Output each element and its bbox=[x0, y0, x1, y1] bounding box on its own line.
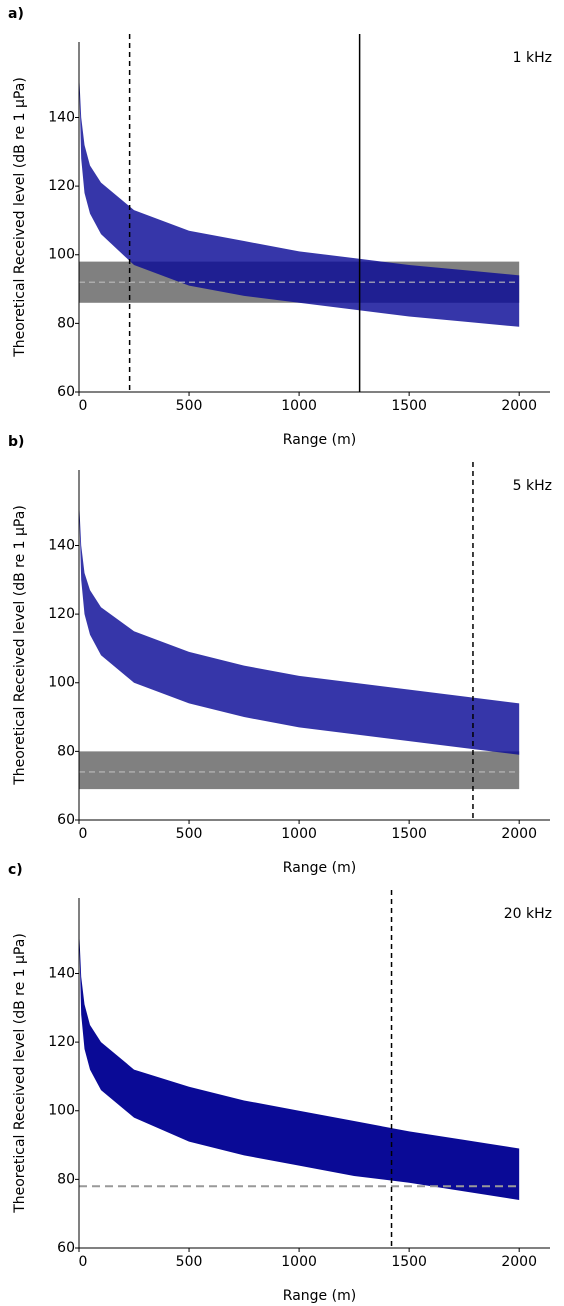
x-tick-label: 1000 bbox=[281, 826, 317, 842]
x-axis-label: Range (m) bbox=[283, 1288, 356, 1304]
x-tick-label: 1000 bbox=[281, 1254, 317, 1270]
y-axis-label: Theoretical Received level (dB re 1 μPa) bbox=[12, 77, 28, 358]
noise-band bbox=[79, 751, 520, 790]
y-tick-label: 140 bbox=[48, 965, 75, 981]
annotation: 5 kHz bbox=[513, 478, 552, 494]
panel-label: b) bbox=[8, 434, 24, 450]
x-tick-label: 0 bbox=[79, 398, 88, 414]
y-tick-label: 140 bbox=[48, 537, 75, 553]
panel-label: a) bbox=[8, 6, 24, 22]
received-level-band bbox=[79, 76, 520, 327]
received-level-band bbox=[79, 504, 520, 755]
y-tick-label: 60 bbox=[57, 384, 75, 400]
received-level-band bbox=[79, 932, 520, 1200]
y-tick-label: 80 bbox=[57, 315, 75, 331]
y-tick-label: 100 bbox=[48, 247, 75, 263]
x-tick-label: 0 bbox=[79, 1254, 88, 1270]
y-tick-label: 80 bbox=[57, 743, 75, 759]
x-tick-label: 1500 bbox=[391, 826, 427, 842]
x-tick-label: 1500 bbox=[391, 398, 427, 414]
y-tick-label: 120 bbox=[48, 1034, 75, 1050]
y-tick-label: 60 bbox=[57, 812, 75, 828]
x-tick-label: 500 bbox=[176, 826, 203, 842]
x-tick-label: 2000 bbox=[501, 1254, 537, 1270]
x-tick-label: 1000 bbox=[281, 398, 317, 414]
y-tick-label: 100 bbox=[48, 1103, 75, 1119]
x-tick-label: 1500 bbox=[391, 1254, 427, 1270]
x-axis-label: Range (m) bbox=[283, 860, 356, 876]
y-tick-label: 140 bbox=[48, 109, 75, 125]
annotation: 1 kHz bbox=[513, 50, 552, 66]
annotation: 20 kHz bbox=[504, 906, 552, 922]
panel-label: c) bbox=[8, 862, 23, 878]
y-tick-label: 100 bbox=[48, 675, 75, 691]
y-tick-label: 80 bbox=[57, 1171, 75, 1187]
y-tick-label: 120 bbox=[48, 178, 75, 194]
x-tick-label: 0 bbox=[79, 826, 88, 842]
x-tick-label: 500 bbox=[176, 1254, 203, 1270]
x-tick-label: 2000 bbox=[501, 826, 537, 842]
y-axis-label: Theoretical Received level (dB re 1 μPa) bbox=[12, 933, 28, 1214]
x-tick-label: 2000 bbox=[501, 398, 537, 414]
y-tick-label: 120 bbox=[48, 606, 75, 622]
x-tick-label: 500 bbox=[176, 398, 203, 414]
y-axis-label: Theoretical Received level (dB re 1 μPa) bbox=[12, 505, 28, 786]
y-tick-label: 60 bbox=[57, 1240, 75, 1256]
x-axis-label: Range (m) bbox=[283, 432, 356, 448]
